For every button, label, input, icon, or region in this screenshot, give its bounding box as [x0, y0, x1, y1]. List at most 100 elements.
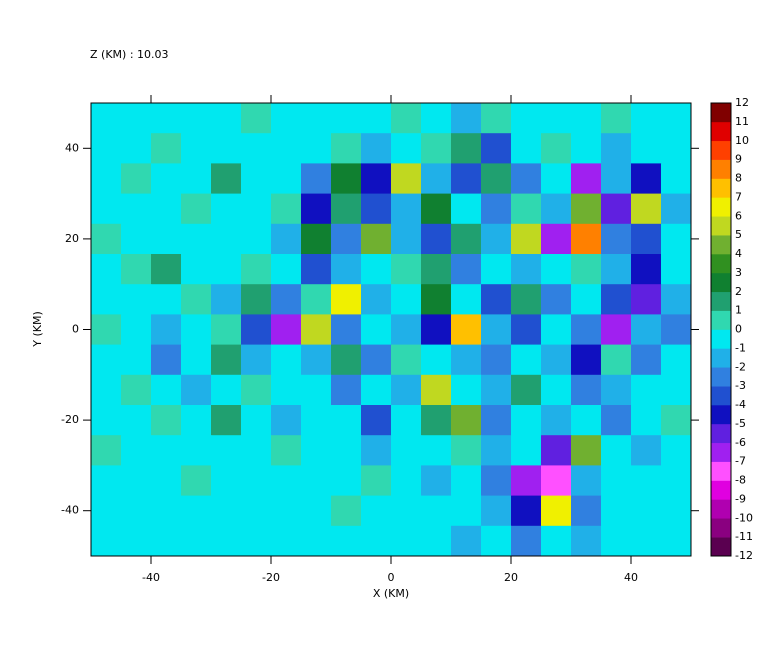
field-cell [241, 314, 272, 346]
field-cell [91, 163, 122, 195]
field-cell [421, 435, 452, 466]
field-cell [181, 284, 212, 315]
field-cell [451, 495, 482, 527]
field-cell [121, 284, 152, 315]
field-cell [211, 163, 242, 195]
field-cell [511, 284, 542, 315]
field-cell [541, 465, 572, 497]
colorbar-swatch [711, 329, 731, 349]
field-cell [571, 465, 602, 497]
field-cell [541, 525, 572, 557]
field-cell [121, 223, 152, 255]
colorbar-swatch [711, 121, 731, 142]
field-cell [661, 193, 692, 225]
colorbar-swatch [711, 518, 731, 538]
field-cell [511, 254, 542, 285]
field-cell [121, 314, 152, 346]
field-cell [151, 344, 182, 376]
field-cell [421, 254, 452, 285]
field-cell [241, 465, 272, 497]
field-cell [91, 284, 122, 315]
field-cell [421, 465, 452, 497]
field-cell [511, 435, 542, 466]
field-cell [151, 405, 182, 436]
field-cell [121, 103, 152, 134]
axes: -40 -20 0 20 40-40-2002040-12-11-10-9-8-7-6-… [61, 95, 753, 584]
field-cell [151, 314, 182, 346]
field-cell [151, 465, 182, 497]
field-cell [121, 495, 152, 527]
field-cell [91, 405, 122, 436]
field-cell [241, 193, 272, 225]
colorbar-swatch [711, 216, 731, 236]
field-cell [601, 344, 632, 376]
field-cell [301, 223, 332, 255]
field-cell [331, 284, 362, 315]
colorbar-label: 11 [735, 115, 749, 128]
field-cell [631, 193, 662, 225]
colorbar-label: 6 [735, 209, 742, 222]
field-cell [661, 314, 692, 346]
field-cell [331, 314, 362, 346]
field-cell [451, 435, 482, 466]
field-cell [571, 525, 602, 557]
field-cell [481, 465, 512, 497]
field-cell [661, 254, 692, 285]
field-cell [361, 163, 392, 195]
colorbar-label: -5 [735, 417, 746, 430]
colorbar-swatch [711, 310, 731, 330]
colorbar-swatch [711, 140, 731, 160]
field-cell [301, 193, 332, 225]
field-cell [361, 405, 392, 436]
field-cell [301, 133, 332, 164]
field-cell [241, 495, 272, 527]
field-cell [481, 435, 512, 466]
colorbar-label: -10 [735, 511, 753, 524]
field-cell [241, 103, 272, 134]
field-cell [511, 193, 542, 225]
field-cell [241, 525, 272, 557]
field-cell [211, 435, 242, 466]
field-cell [211, 133, 242, 164]
field-cell [661, 495, 692, 527]
colorbar-swatch [711, 348, 731, 368]
field-cell [661, 465, 692, 497]
field-cell [421, 284, 452, 315]
field-cell [271, 284, 302, 315]
field-cell [151, 193, 182, 225]
field-cell [631, 254, 662, 285]
field-cell [181, 314, 212, 346]
field-cell [361, 495, 392, 527]
field-cell [571, 374, 602, 406]
field-cell [211, 405, 242, 436]
field-cell [391, 465, 422, 497]
field-cell [331, 405, 362, 436]
field-cell [301, 495, 332, 527]
field-cell [181, 435, 212, 466]
field-cell [121, 163, 152, 195]
field-cell [511, 525, 542, 557]
field-cell [481, 495, 512, 527]
y-tick-label: 40 [65, 141, 79, 154]
field-cell [661, 435, 692, 466]
field-cell [571, 103, 602, 134]
field-cell [511, 374, 542, 406]
field-cell [511, 223, 542, 255]
field-cell [361, 103, 392, 134]
field-cell [241, 344, 272, 376]
field-cell [601, 133, 632, 164]
field-cell [151, 525, 182, 557]
field-cell [211, 465, 242, 497]
field-cell [661, 405, 692, 436]
colorbar-swatch [711, 254, 731, 274]
field-cell [211, 374, 242, 406]
field-cell [211, 193, 242, 225]
field-cell [451, 254, 482, 285]
field-cell [601, 465, 632, 497]
field-cell [211, 284, 242, 315]
field-cell [421, 133, 452, 164]
field-cell [511, 103, 542, 134]
field-cell [511, 133, 542, 164]
field-cell [331, 193, 362, 225]
field-cell [241, 405, 272, 436]
